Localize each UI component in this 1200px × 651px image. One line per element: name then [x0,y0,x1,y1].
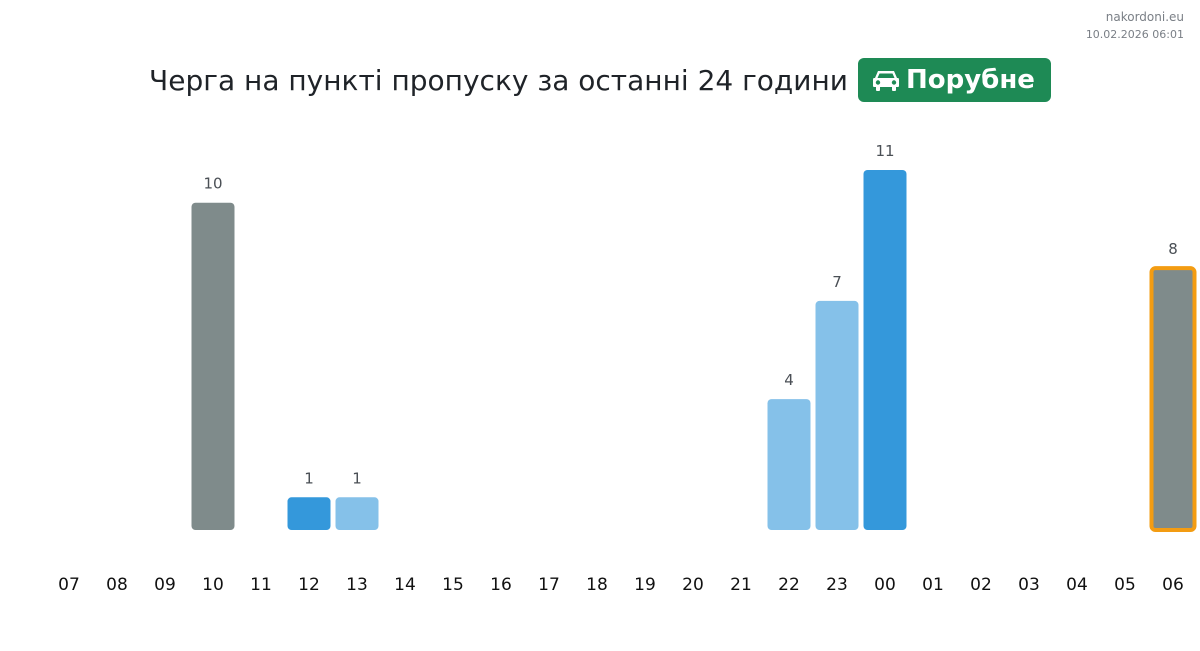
x-tick-label: 07 [58,575,80,595]
x-tick-label: 21 [730,575,752,595]
x-tick-label: 09 [154,575,176,595]
bar[interactable] [863,170,907,530]
x-tick-label: 04 [1066,575,1088,595]
bar-value-label: 10 [203,175,222,193]
bar-value-label: 11 [875,142,894,160]
bar-current-hour[interactable] [1149,266,1197,532]
checkpoint-badge: Порубне [858,58,1051,102]
x-tick-label: 15 [442,575,464,595]
x-tick-label: 17 [538,575,560,595]
x-tick-label: 20 [682,575,704,595]
x-tick-label: 22 [778,575,800,595]
bar[interactable] [815,300,859,530]
x-tick-label: 05 [1114,575,1136,595]
bar-value-label: 7 [832,273,842,291]
x-tick-label: 11 [250,575,272,595]
x-tick-label: 08 [106,575,128,595]
x-tick-label: 14 [394,575,416,595]
x-tick-label: 16 [490,575,512,595]
chart-header: Черга на пункті пропуску за останні 24 г… [0,58,1200,102]
chart-title: Черга на пункті пропуску за останні 24 г… [149,63,848,97]
bar-value-label: 1 [352,469,362,487]
x-tick-label: 19 [634,575,656,595]
x-tick-label: 18 [586,575,608,595]
bar-value-label: 1 [304,469,314,487]
x-tick-label: 10 [202,575,224,595]
x-tick-label: 01 [922,575,944,595]
bar[interactable] [287,497,331,530]
x-tick-label: 03 [1018,575,1040,595]
x-tick-label: 12 [298,575,320,595]
x-tick-label: 13 [346,575,368,595]
x-tick-label: 00 [874,575,896,595]
x-tick-label: 06 [1162,575,1184,595]
car-icon [872,68,900,92]
bar-value-label: 8 [1168,240,1178,258]
bar[interactable] [767,399,811,530]
x-tick-label: 23 [826,575,848,595]
timestamp: 10.02.2026 06:01 [1085,28,1184,41]
bar-value-label: 4 [784,371,794,389]
bar[interactable] [191,202,235,530]
site-domain: nakordoni.eu [1105,10,1184,24]
x-tick-label: 02 [970,575,992,595]
site-info: nakordoni.eu 10.02.2026 06:01 [1086,9,1184,43]
bar[interactable] [335,497,379,530]
badge-label: Порубне [906,65,1035,95]
